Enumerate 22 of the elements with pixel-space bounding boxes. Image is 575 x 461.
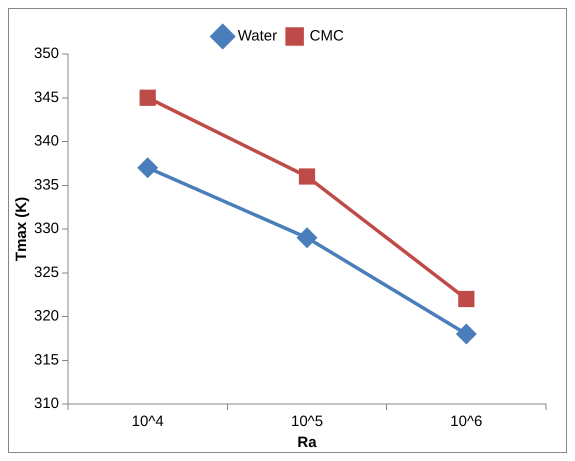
x-tick-label: 10^6 [450, 413, 482, 430]
point [138, 158, 158, 178]
y-tick-label: 330 [34, 220, 60, 238]
y-tick-label: 315 [34, 351, 60, 368]
y-tick-label: 340 [34, 132, 60, 150]
y-tick-label: 325 [34, 264, 60, 281]
y-tick-label: 310 [34, 395, 60, 412]
point [140, 90, 156, 106]
x-tick-label: 10^5 [290, 413, 324, 430]
x-tick-label: 10^4 [132, 413, 164, 430]
legend-label: CMC [310, 28, 344, 45]
y-tick-label: 320 [34, 308, 60, 325]
point [456, 324, 476, 344]
point [297, 228, 317, 248]
y-tick-label: 335 [34, 176, 60, 194]
y-axis-title: Tmax (K) [13, 196, 30, 262]
x-axis-title: Ra [297, 434, 318, 452]
y-tick-label: 350 [34, 45, 60, 62]
point [458, 290, 474, 308]
legend-label: Water [238, 28, 278, 45]
point [298, 168, 316, 185]
y-tick-label: 345 [34, 88, 60, 106]
